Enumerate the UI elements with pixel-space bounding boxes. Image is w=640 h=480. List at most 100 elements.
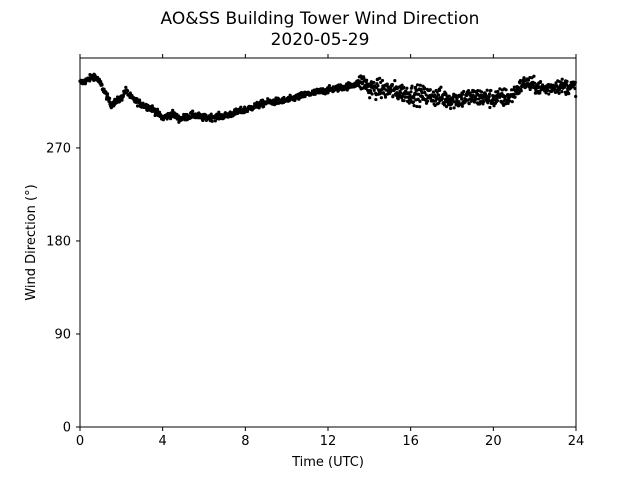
data-point (383, 95, 388, 99)
data-point (495, 99, 500, 103)
data-point (495, 96, 499, 100)
data-point (506, 101, 510, 105)
data-point (359, 74, 363, 78)
data-point (467, 102, 471, 106)
data-point (418, 99, 422, 103)
data-point (415, 104, 419, 109)
data-point (536, 86, 541, 90)
data-point (407, 101, 411, 105)
data-point (370, 92, 374, 96)
data-point (191, 109, 195, 113)
data-point (484, 94, 489, 98)
data-point (425, 99, 430, 103)
data-point (564, 92, 568, 96)
data-point (487, 99, 491, 103)
data-point (538, 91, 542, 95)
data-point (124, 85, 128, 89)
x-tick-label: 16 (402, 434, 419, 449)
x-tick-label: 8 (241, 434, 249, 449)
data-point (379, 96, 383, 100)
data-point (155, 107, 160, 111)
data-point (380, 78, 385, 83)
data-point (435, 90, 439, 94)
y-tick-label: 0 (63, 421, 71, 436)
data-point (209, 112, 213, 116)
data-point (422, 86, 427, 90)
data-point (461, 92, 465, 96)
data-point (450, 102, 454, 106)
data-point (431, 98, 435, 103)
data-point (428, 88, 432, 92)
data-point (368, 96, 372, 100)
data-point (405, 86, 409, 90)
data-point (376, 84, 380, 88)
data-point (505, 98, 509, 102)
data-point (213, 119, 217, 123)
data-point (415, 83, 420, 87)
data-point (492, 104, 496, 108)
data-point (391, 94, 395, 98)
data-point (364, 78, 369, 82)
axis-ticks: 0 4 8 12 16 20 24 0 90 180 270 (46, 54, 584, 449)
data-point (512, 92, 516, 97)
data-point (92, 78, 96, 82)
data-point (412, 96, 416, 100)
data-point (378, 76, 382, 80)
data-point (489, 88, 493, 93)
data-point (481, 102, 485, 106)
data-point (487, 94, 491, 99)
data-point (544, 91, 548, 95)
y-tick-label: 180 (46, 234, 71, 249)
data-point (416, 92, 421, 96)
data-point (362, 76, 366, 80)
data-point (433, 99, 438, 103)
data-point (424, 93, 428, 97)
data-point (287, 99, 292, 103)
x-tick-label: 20 (485, 434, 502, 449)
data-point (457, 100, 461, 104)
data-point (412, 104, 416, 108)
data-point (261, 104, 266, 109)
data-point (504, 88, 508, 92)
data-point (409, 90, 413, 94)
data-point (522, 76, 526, 80)
data-point (413, 91, 417, 96)
data-point (234, 107, 238, 111)
data-point (239, 105, 243, 109)
data-point (449, 106, 453, 111)
data-point (419, 87, 423, 91)
y-axis-label: Wind Direction (°) (24, 184, 39, 300)
data-point (538, 79, 543, 84)
data-point (502, 99, 506, 103)
plot-frame (79, 57, 577, 428)
y-tick-label: 270 (46, 141, 71, 156)
data-points (78, 72, 578, 124)
data-point (517, 91, 521, 95)
data-point (374, 97, 378, 102)
data-point (560, 77, 564, 81)
x-axis-label: Time (UTC) (291, 455, 364, 470)
data-point (532, 74, 536, 78)
data-point (437, 101, 441, 105)
data-point (423, 90, 427, 95)
data-point (470, 98, 474, 102)
data-point (436, 93, 441, 97)
data-point (418, 105, 422, 109)
data-point (439, 85, 443, 89)
data-point (105, 92, 110, 96)
x-tick-label: 4 (159, 434, 167, 449)
chart-subtitle: 2020-05-29 (271, 30, 370, 50)
data-point (567, 92, 571, 96)
data-point (381, 91, 386, 95)
data-point (411, 100, 416, 104)
data-point (519, 89, 523, 93)
data-point (460, 104, 464, 108)
data-point (518, 81, 522, 85)
data-point (498, 87, 502, 91)
data-point (400, 83, 404, 87)
data-point (516, 85, 521, 90)
data-point (452, 106, 456, 110)
data-point (466, 89, 471, 93)
data-point (460, 97, 464, 101)
